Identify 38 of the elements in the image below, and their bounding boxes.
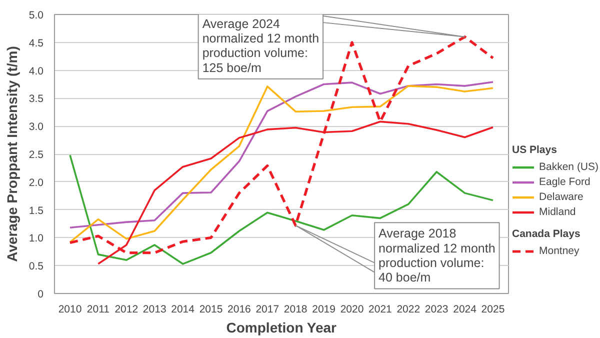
x-tick-label: 2017	[256, 304, 280, 316]
y-tick-label: 4.5	[28, 37, 44, 50]
x-tick-label: 2019	[312, 304, 336, 316]
legend-label: Bakken (US)	[539, 161, 599, 173]
y-tick-label: 0.5	[28, 260, 44, 273]
legend-label: Midland	[539, 206, 576, 218]
y-tick-label: 5.0	[28, 10, 44, 22]
annotation: Average 2018 normalized 12 month production volume: 40 boe/m	[378, 226, 496, 285]
x-tick-label: 2010	[58, 304, 82, 316]
legend-label: Montney	[539, 245, 580, 257]
x-tick-label: 2023	[424, 304, 448, 316]
y-tick-label: 0	[38, 288, 44, 300]
y-tick-label: 1.5	[28, 204, 44, 217]
x-tick-label: 2015	[199, 304, 223, 316]
x-tick-label: 2024	[453, 304, 477, 316]
y-tick-label: 3.0	[28, 121, 44, 134]
x-tick-label: 2011	[86, 304, 110, 316]
x-tick-label: 2013	[142, 304, 166, 316]
legend-title: US Plays	[512, 144, 558, 156]
y-axis-title: Average Proppant Intensity (t/m)	[4, 46, 20, 262]
x-tick-label: 2018	[284, 304, 308, 316]
x-tick-label: 2022	[396, 304, 420, 316]
x-axis-title: Completion Year	[226, 320, 338, 336]
text: Canada Plays	[512, 228, 580, 240]
y-tick-label: 2.5	[28, 149, 44, 161]
y-tick-label: 1.0	[28, 232, 44, 245]
y-tick-label: 2.0	[28, 176, 44, 189]
legend-label: Eagle Ford	[539, 176, 590, 188]
x-tick-label: 2025	[481, 304, 505, 316]
legend-label: Delaware	[539, 191, 584, 203]
x-tick-label: 2014	[171, 304, 195, 316]
y-tick-label: 4.0	[28, 65, 44, 78]
annotation: Average 2024 normalized 12 month production volume: 125 boe/m	[202, 16, 320, 75]
x-tick-label: 2020	[340, 304, 364, 316]
x-tick-label: 2016	[228, 304, 252, 316]
x-tick-label: 2012	[114, 304, 138, 316]
x-tick-label: 2021	[368, 304, 392, 316]
y-tick-label: 3.5	[28, 93, 44, 106]
